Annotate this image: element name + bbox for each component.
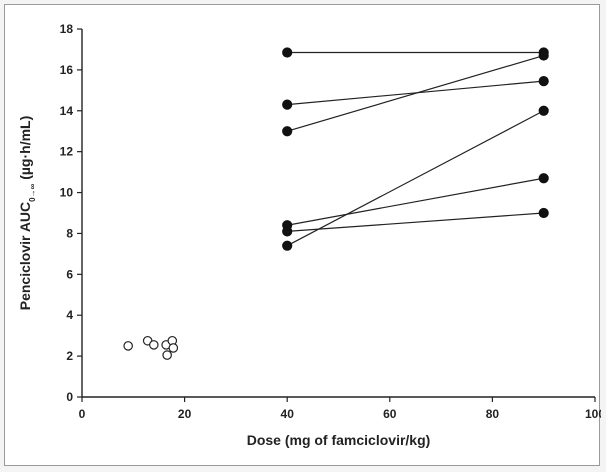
- axes: [81, 29, 595, 398]
- filled-point: [282, 47, 293, 58]
- y-tick-label: 2: [66, 349, 73, 363]
- pair-line: [287, 177, 544, 226]
- y-tick-label: 10: [60, 186, 74, 200]
- open-point: [168, 343, 179, 353]
- y-tick-label: 4: [66, 308, 73, 322]
- open-point: [123, 341, 133, 351]
- data-points: [123, 47, 549, 360]
- pair-lines: [286, 51, 544, 247]
- scatter-chart: 0 20 40 60 80 100 0 2 4 6 8 10 12 14 16 18 Dose (mg of …: [17, 22, 601, 448]
- x-tick-label: 20: [178, 407, 192, 421]
- x-tick-label: 60: [383, 407, 397, 421]
- open-point: [149, 340, 159, 350]
- y-tick-label: 12: [60, 145, 74, 159]
- y-tick-label: 0: [66, 390, 73, 404]
- x-tick-label: 40: [281, 407, 295, 421]
- y-tick-label: 6: [66, 267, 73, 281]
- ticks: 0 20 40 60 80 100 0 2 4 6 8 10 12 14 16 18: [60, 22, 601, 421]
- filled-point: [282, 99, 293, 110]
- filled-point: [282, 240, 293, 251]
- open-point: [162, 350, 172, 360]
- y-axis-title-subscript: 0→∞: [28, 183, 37, 201]
- y-axis-title-units: (µg·h/mL): [17, 116, 33, 184]
- filled-point: [538, 50, 549, 61]
- y-tick-label: 16: [60, 63, 74, 77]
- y-tick-label: 8: [66, 226, 73, 240]
- pair-line: [287, 212, 544, 232]
- pair-line: [286, 110, 544, 247]
- filled-point: [282, 126, 293, 137]
- filled-point: [538, 76, 549, 87]
- pair-line: [287, 55, 544, 132]
- x-axis-title: Dose (mg of famciclovir/kg): [247, 432, 431, 448]
- x-tick-label: 100: [585, 407, 601, 421]
- y-tick-label: 14: [60, 104, 74, 118]
- x-tick-label: 80: [486, 407, 500, 421]
- y-axis-title: Penciclovir AUC0→∞ (µg·h/mL): [17, 116, 37, 311]
- y-axis-title-main: Penciclovir AUC: [17, 202, 33, 310]
- filled-point: [538, 207, 549, 219]
- x-tick-label: 0: [79, 407, 86, 421]
- filled-point: [538, 105, 549, 116]
- y-tick-label: 18: [60, 22, 74, 36]
- filled-point: [538, 173, 549, 184]
- filled-point: [282, 226, 293, 237]
- figure-frame: 0 20 40 60 80 100 0 2 4 6 8 10 12 14 16 18 Dose (mg of …: [4, 4, 601, 466]
